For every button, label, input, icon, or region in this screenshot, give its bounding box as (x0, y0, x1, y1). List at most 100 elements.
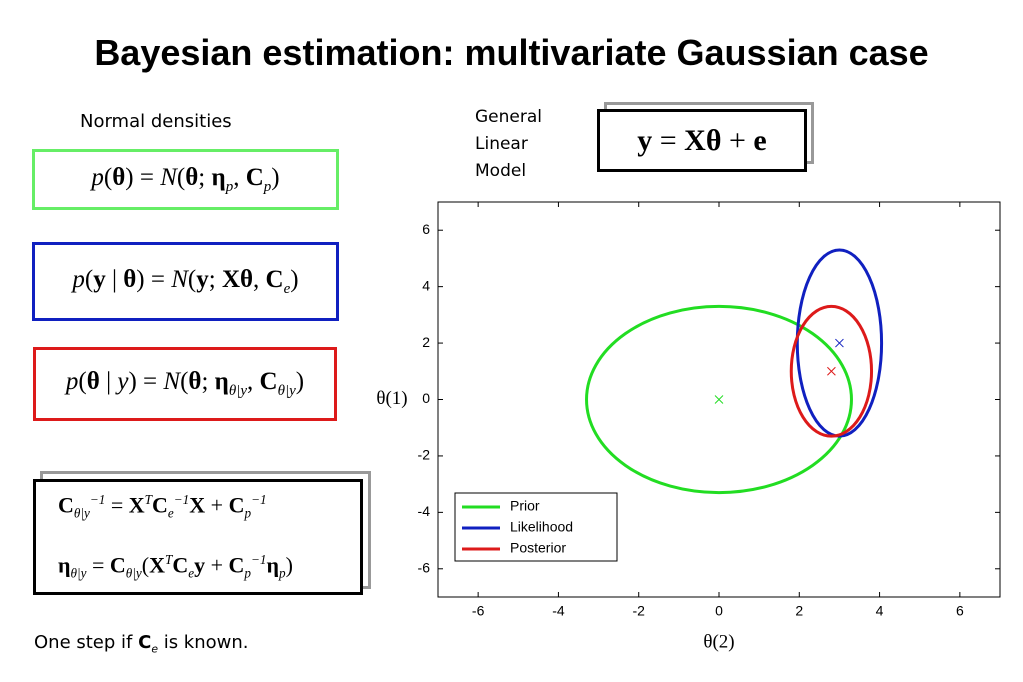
math-token: p (225, 178, 234, 195)
math-token: Xθ (221, 265, 254, 293)
equation-line: Cθ|y−1 = XTCe−1X + Cp−1 (58, 477, 267, 537)
math-token: X (128, 492, 145, 518)
math-token: −1 (250, 552, 267, 567)
posterior-update: Cθ|y−1 = XTCe−1X + Cp−1 ηθ|y = Cθ|y(XTCey… (33, 479, 363, 595)
math-token: = (652, 123, 685, 157)
math-token: p (244, 506, 252, 521)
math-token: θ (185, 163, 199, 191)
math-token: C (245, 163, 264, 191)
math-token: η (214, 368, 229, 395)
ellipse (789, 304, 874, 438)
x-tick-label: 0 (715, 603, 723, 619)
math-token: + (205, 492, 229, 518)
legend-label: Prior (510, 498, 540, 514)
y-tick-label: -4 (418, 503, 431, 519)
x-tick-label: -4 (552, 603, 565, 619)
math-token: ( (103, 163, 113, 191)
y-axis-label: θ(1) (376, 388, 407, 409)
math-token: η (266, 552, 279, 578)
math-token: e (188, 565, 195, 581)
model-equation: y = Xθ + e (597, 109, 807, 172)
math-token: + (721, 123, 754, 157)
math-token: ) (271, 163, 280, 191)
x-tick-label: -2 (632, 603, 645, 619)
likelihood-equation: p(y | θ) = N(y; Xθ, Ce) (32, 242, 339, 321)
math-token: ( (180, 368, 189, 395)
equation-line: p(y | θ) = N(y; Xθ, Ce) (72, 266, 298, 298)
math-token: ) = (136, 265, 172, 293)
math-token: N (171, 265, 188, 293)
math-token: p (278, 565, 286, 581)
x-tick-label: 2 (795, 603, 803, 619)
math-token: T (144, 492, 153, 508)
math-token: , (233, 163, 246, 191)
x-tick-label: 4 (876, 603, 884, 619)
model-label-line: General (475, 107, 542, 127)
math-token: N (163, 368, 181, 395)
math-token: e (753, 123, 767, 157)
y-tick-label: -2 (418, 447, 431, 463)
center-marker (714, 395, 724, 404)
y-tick-label: 0 (422, 390, 430, 406)
x-tick-label: -6 (472, 603, 485, 619)
math-token: p (263, 178, 272, 195)
math-token: θ|y (277, 383, 296, 399)
equation-line: One step if Ce is known. (34, 632, 249, 656)
equation-line: p(θ | y) = N(θ; ηθ|y, Cθ|y) (66, 368, 304, 400)
math-token: p (65, 368, 79, 395)
math-token: ; (198, 163, 212, 191)
math-token: C (138, 632, 152, 653)
math-token: C (228, 552, 245, 578)
y-tick-label: 6 (422, 221, 430, 237)
model-label-line: Model (475, 161, 527, 181)
x-tick-label: 6 (956, 603, 964, 619)
y-tick-label: -6 (418, 559, 431, 575)
math-token: e (151, 642, 158, 656)
legend-label: Posterior (510, 540, 566, 556)
math-token: y (93, 265, 106, 293)
math-token: C (265, 265, 284, 293)
math-token: −1 (173, 492, 190, 508)
math-token: C (58, 492, 74, 518)
equation-line: p(θ) = N(θ; ηp, Cp) (91, 164, 279, 196)
math-token: ) = (128, 368, 164, 395)
math-token: C (228, 492, 245, 518)
posterior-equation: p(θ | y) = N(θ; ηθ|y, Cθ|y) (33, 347, 337, 421)
title: Bayesian estimation: multivariate Gaussi… (94, 32, 929, 73)
center-marker (827, 366, 836, 376)
math-token: | (99, 368, 118, 395)
math-token: y (194, 552, 206, 578)
legend-label: Likelihood (510, 519, 573, 535)
math-token: Xθ (684, 123, 722, 157)
math-token: T (164, 552, 173, 567)
math-token: = (86, 552, 110, 578)
math-token: θ (112, 163, 126, 191)
math-token: θ (188, 368, 202, 395)
math-token: ( (141, 552, 150, 578)
ellipse (585, 304, 853, 495)
math-token: ( (187, 265, 197, 293)
math-token: ; (201, 368, 215, 395)
note: One step if Ce is known. (34, 632, 249, 656)
math-token: ( (176, 163, 186, 191)
equation-line: ηθ|y = Cθ|y(XTCey + Cp−1ηp) (58, 537, 293, 597)
math-token: C (172, 552, 189, 578)
math-token: y (196, 265, 209, 293)
math-token: + (205, 552, 229, 578)
math-token: θ|y (70, 565, 87, 581)
y-tick-label: 2 (422, 334, 430, 350)
math-token: −1 (251, 492, 267, 508)
math-token: ( (78, 368, 87, 395)
math-token: p (72, 265, 85, 293)
math-token: , (247, 368, 260, 395)
y-tick-label: 4 (422, 277, 430, 293)
math-token: = (105, 492, 129, 518)
math-token: e (167, 506, 174, 521)
math-token: is known. (157, 632, 249, 653)
heading: Normal densities (80, 111, 232, 132)
math-token: ) = (125, 163, 161, 191)
center-marker (835, 338, 844, 348)
math-token: ) (285, 552, 293, 578)
